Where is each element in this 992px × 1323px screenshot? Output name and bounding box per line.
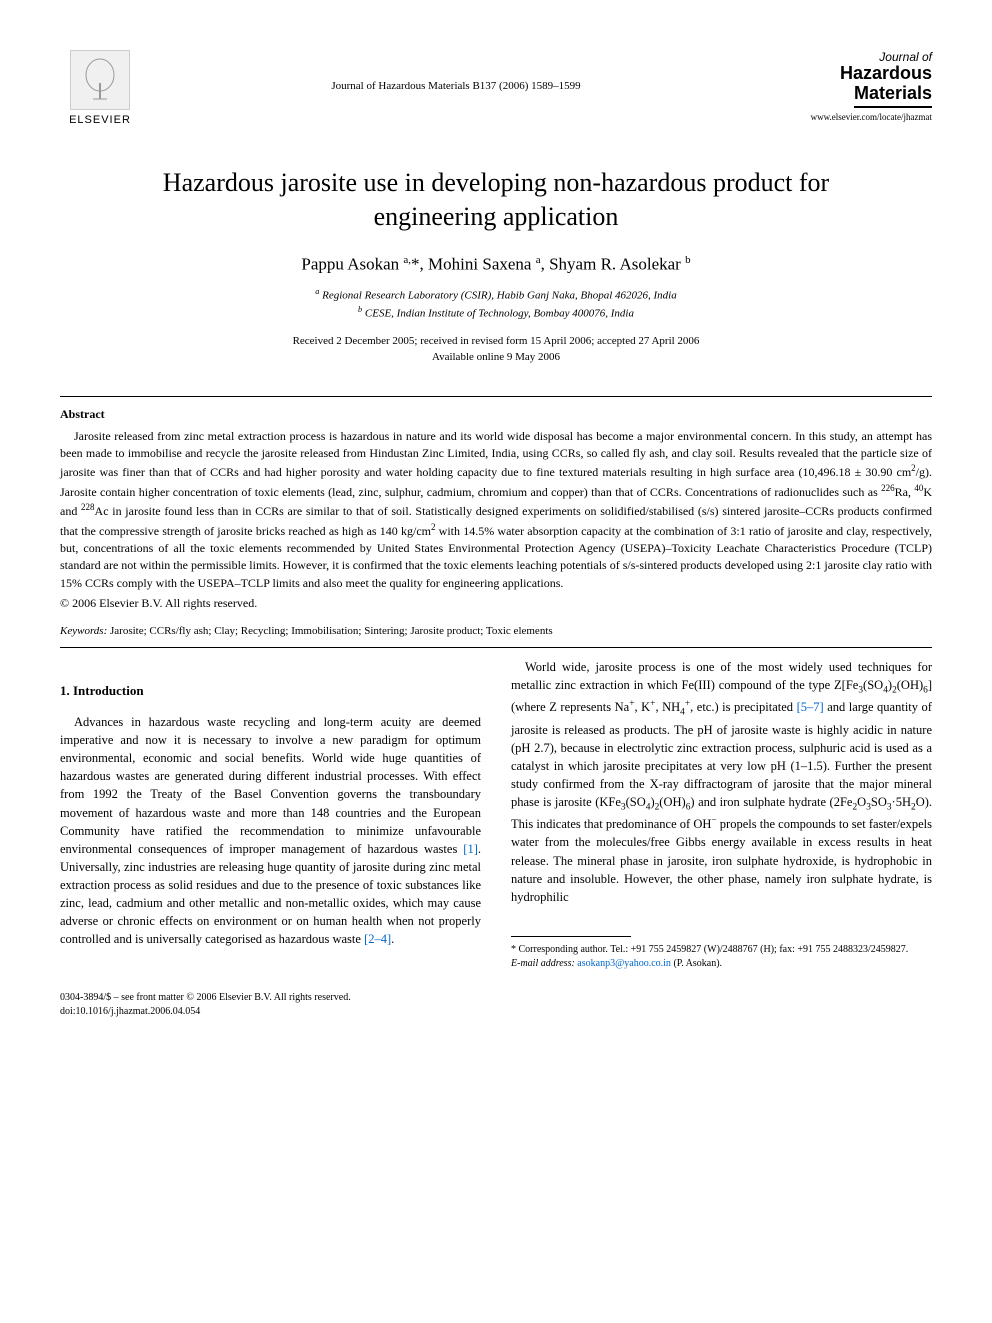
intro-paragraph-1: Advances in hazardous waste recycling an… xyxy=(60,713,481,949)
journal-name-main1: Hazardous xyxy=(772,64,932,84)
intro-paragraph-2: World wide, jarosite process is one of t… xyxy=(511,658,932,906)
footnote-separator xyxy=(511,936,631,937)
article-title: Hazardous jarosite use in developing non… xyxy=(100,166,892,234)
publisher-name: ELSEVIER xyxy=(69,114,131,126)
authors-line: Pappu Asokan a,*, Mohini Saxena a, Shyam… xyxy=(60,254,932,275)
section-heading-intro: 1. Introduction xyxy=(60,682,481,701)
divider xyxy=(60,647,932,648)
email-label: E-mail address: xyxy=(511,958,575,969)
abstract-copyright: © 2006 Elsevier B.V. All rights reserved… xyxy=(60,596,932,611)
keywords-text: Jarosite; CCRs/fly ash; Clay; Recycling;… xyxy=(110,625,553,637)
elsevier-tree-icon xyxy=(70,50,130,110)
journal-name-main2: Materials xyxy=(854,84,932,108)
corresponding-author: * Corresponding author. Tel.: +91 755 24… xyxy=(511,943,932,957)
article-dates: Received 2 December 2005; received in re… xyxy=(60,333,932,366)
received-date: Received 2 December 2005; received in re… xyxy=(60,333,932,350)
affiliation-b: b CESE, Indian Institute of Technology, … xyxy=(60,304,932,322)
journal-reference: Journal of Hazardous Materials B137 (200… xyxy=(140,80,772,92)
journal-name-prefix: Journal of xyxy=(772,50,932,64)
header-row: ELSEVIER Journal of Hazardous Materials … xyxy=(60,50,932,126)
email-attribution: (P. Asokan). xyxy=(673,958,722,969)
affiliations: a Regional Research Laboratory (CSIR), H… xyxy=(60,286,932,322)
affiliation-a: a Regional Research Laboratory (CSIR), H… xyxy=(60,286,932,304)
email-address[interactable]: asokanp3@yahoo.co.in xyxy=(577,958,671,969)
abstract-text: Jarosite released from zinc metal extrac… xyxy=(60,428,932,593)
journal-logo: Journal of Hazardous Materials www.elsev… xyxy=(772,50,932,122)
body-columns: 1. Introduction Advances in hazardous wa… xyxy=(60,658,932,971)
online-date: Available online 9 May 2006 xyxy=(60,349,932,366)
journal-url[interactable]: www.elsevier.com/locate/jhazmat xyxy=(772,112,932,122)
keywords-line: Keywords: Jarosite; CCRs/fly ash; Clay; … xyxy=(60,625,932,637)
doi-line: doi:10.1016/j.jhazmat.2006.04.054 xyxy=(60,1005,932,1019)
footnotes: * Corresponding author. Tel.: +91 755 24… xyxy=(511,943,932,971)
publisher-logo: ELSEVIER xyxy=(60,50,140,126)
abstract-heading: Abstract xyxy=(60,407,932,422)
page-footer: 0304-3894/$ – see front matter © 2006 El… xyxy=(60,991,932,1019)
email-line: E-mail address: asokanp3@yahoo.co.in (P.… xyxy=(511,957,932,971)
divider xyxy=(60,396,932,397)
issn-line: 0304-3894/$ – see front matter © 2006 El… xyxy=(60,991,932,1005)
keywords-label: Keywords: xyxy=(60,625,107,637)
